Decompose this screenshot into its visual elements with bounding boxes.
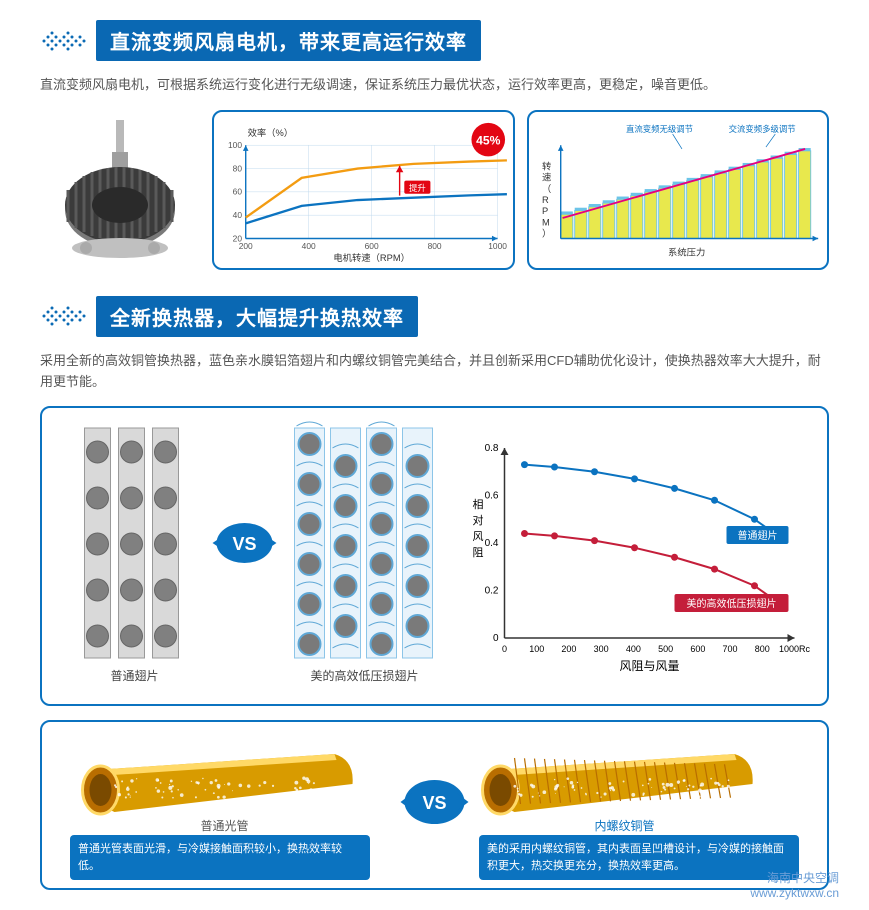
- svg-text:电机转速（RPM）: 电机转速（RPM）: [333, 252, 410, 263]
- section2-header: 全新换热器，大幅提升换热效率: [40, 296, 829, 337]
- svg-text:0.2: 0.2: [485, 586, 499, 597]
- svg-text:40: 40: [233, 210, 243, 220]
- svg-text:100: 100: [529, 644, 544, 654]
- svg-text:风阻与风量: 风阻与风量: [619, 659, 679, 673]
- svg-text:0.6: 0.6: [485, 491, 499, 502]
- svg-text:对: 对: [473, 513, 484, 527]
- svg-text:交流变频多级调节: 交流变频多级调节: [728, 124, 795, 134]
- svg-text:600: 600: [690, 644, 705, 654]
- svg-text:R: R: [542, 195, 549, 205]
- svg-text:内螺纹铜管: 内螺纹铜管: [594, 818, 654, 833]
- tubes-panel: 普通光管 内螺纹铜管 VS 普通光管表面光滑，与冷媒接触面积较小，换热效率较低。 美…: [40, 720, 829, 890]
- svg-text:风: 风: [473, 530, 484, 543]
- section1-desc: 直流变频风扇电机，可根据系统运行变化进行无级调速，保证系统压力最优状态，运行效率…: [40, 75, 829, 96]
- svg-text:美的高效低压损翅片: 美的高效低压损翅片: [310, 668, 418, 683]
- section1-header: 直流变频风扇电机，带来更高运行效率: [40, 20, 829, 61]
- svg-text:200: 200: [239, 241, 253, 251]
- svg-text:800: 800: [755, 644, 770, 654]
- svg-text:100: 100: [228, 140, 242, 150]
- svg-text:45%: 45%: [476, 133, 500, 147]
- svg-text:60: 60: [233, 186, 243, 196]
- svg-text:M: M: [542, 217, 550, 227]
- arrow-icon: [40, 27, 90, 55]
- svg-text:1000: 1000: [488, 241, 507, 251]
- svg-text:700: 700: [723, 644, 738, 654]
- arrow-icon: [40, 302, 90, 330]
- svg-text:VS: VS: [422, 793, 446, 813]
- pressure-chart-panel: 转速 （RPM） 系统压力 直流变频无级调节 交流变频多级调节: [527, 110, 830, 270]
- svg-text:普通翅片: 普通翅片: [738, 529, 778, 542]
- tube-caption-2: 美的采用内螺纹铜管，其内表面呈凹槽设计，与冷媒的接触面积更大，热交换更充分，换热…: [479, 835, 799, 880]
- svg-text:提升: 提升: [409, 183, 426, 193]
- svg-text:速: 速: [542, 172, 551, 182]
- svg-text:0: 0: [502, 644, 507, 654]
- svg-text:阻: 阻: [473, 546, 484, 559]
- svg-text:1000Rc: 1000Rc: [779, 644, 811, 654]
- svg-text:普通光管: 普通光管: [200, 818, 248, 833]
- svg-text:普通翅片: 普通翅片: [110, 668, 158, 683]
- efficiency-chart-panel: 204060801002004006008001000效率（%）电机转速（RPM…: [212, 110, 515, 270]
- svg-text:80: 80: [233, 163, 243, 173]
- svg-text:VS: VS: [232, 534, 256, 554]
- svg-text:效率（%）: 效率（%）: [248, 127, 294, 138]
- motor-image: [40, 110, 200, 270]
- svg-text:0: 0: [493, 633, 499, 644]
- svg-text:600: 600: [365, 241, 379, 251]
- tube-caption-1: 普通光管表面光滑，与冷媒接触面积较小，换热效率较低。: [70, 835, 370, 880]
- svg-text:0.8: 0.8: [485, 443, 499, 454]
- fins-panel: 普通翅片 VS 美的高效低压损翅片 0 0.2 0.4 0.6 0.8 0 100 200 300 40…: [40, 406, 829, 706]
- svg-text:直流变频无级调节: 直流变频无级调节: [626, 124, 693, 134]
- svg-text:800: 800: [428, 241, 442, 251]
- svg-text:400: 400: [302, 241, 316, 251]
- svg-text:P: P: [542, 206, 548, 216]
- svg-text:300: 300: [594, 644, 609, 654]
- svg-text:（: （: [542, 184, 551, 194]
- svg-text:0.4: 0.4: [485, 538, 499, 549]
- svg-text:转: 转: [542, 160, 551, 171]
- svg-text:200: 200: [561, 644, 576, 654]
- svg-text:）: ）: [542, 228, 551, 238]
- svg-text:500: 500: [658, 644, 673, 654]
- svg-text:系统压力: 系统压力: [668, 246, 705, 257]
- section1-title: 直流变频风扇电机，带来更高运行效率: [96, 20, 481, 61]
- svg-text:相: 相: [473, 498, 484, 511]
- svg-text:400: 400: [626, 644, 641, 654]
- section2-desc: 采用全新的高效铜管换热器，蓝色亲水膜铝箔翅片和内螺纹铜管完美结合，并且创新采用C…: [40, 351, 829, 393]
- svg-text:美的高效低压损翅片: 美的高效低压损翅片: [687, 597, 777, 610]
- section2-title: 全新换热器，大幅提升换热效率: [96, 296, 418, 337]
